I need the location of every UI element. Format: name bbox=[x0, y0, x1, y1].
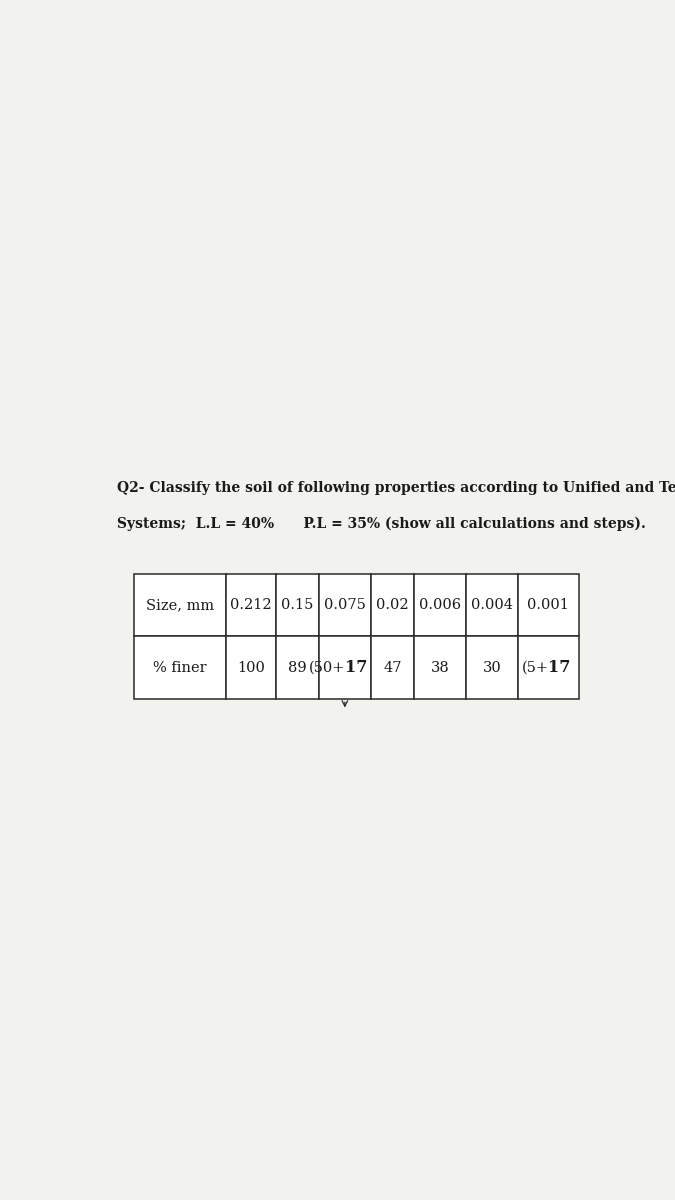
Bar bbox=[414, 574, 466, 636]
Text: Q2- Classify the soil of following properties according to Unified and Textural : Q2- Classify the soil of following prope… bbox=[117, 481, 675, 496]
Text: 17: 17 bbox=[345, 660, 367, 677]
Bar bbox=[227, 574, 275, 636]
Bar bbox=[518, 636, 578, 700]
Bar bbox=[466, 574, 518, 636]
Bar bbox=[518, 574, 578, 636]
Bar bbox=[275, 574, 319, 636]
Text: 30: 30 bbox=[483, 661, 502, 674]
Bar bbox=[371, 636, 414, 700]
Bar bbox=[134, 574, 227, 636]
Text: Systems;  L.L = 40%      P.L = 35% (show all calculations and steps).: Systems; L.L = 40% P.L = 35% (show all c… bbox=[117, 516, 646, 530]
Bar bbox=[134, 636, 227, 700]
Text: 0.02: 0.02 bbox=[376, 598, 409, 612]
Bar bbox=[275, 636, 319, 700]
Text: 89: 89 bbox=[288, 661, 306, 674]
Text: 47: 47 bbox=[383, 661, 402, 674]
Text: (50+: (50+ bbox=[308, 661, 345, 674]
Text: 0.212: 0.212 bbox=[230, 598, 272, 612]
Text: (5+: (5+ bbox=[521, 661, 548, 674]
Text: 17: 17 bbox=[548, 660, 571, 677]
Text: 0.004: 0.004 bbox=[471, 598, 513, 612]
Text: 38: 38 bbox=[431, 661, 450, 674]
Text: 0.075: 0.075 bbox=[324, 598, 366, 612]
Text: 100: 100 bbox=[237, 661, 265, 674]
Text: % finer: % finer bbox=[153, 661, 207, 674]
Text: 0.006: 0.006 bbox=[419, 598, 461, 612]
Bar bbox=[414, 636, 466, 700]
Text: 0.001: 0.001 bbox=[527, 598, 569, 612]
Text: Size, mm: Size, mm bbox=[146, 598, 215, 612]
Bar bbox=[227, 636, 275, 700]
Bar bbox=[371, 574, 414, 636]
Bar bbox=[466, 636, 518, 700]
Bar bbox=[319, 636, 371, 700]
Bar bbox=[319, 574, 371, 636]
Text: 0.15: 0.15 bbox=[281, 598, 313, 612]
